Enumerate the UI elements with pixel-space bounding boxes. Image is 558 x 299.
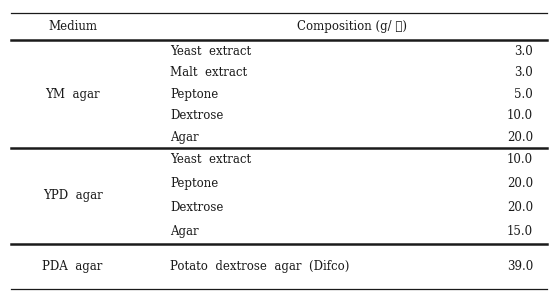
Text: YPD  agar: YPD agar [42, 189, 103, 202]
Text: Yeast  extract: Yeast extract [170, 153, 251, 167]
Text: Agar: Agar [170, 225, 199, 238]
Text: 39.0: 39.0 [507, 260, 533, 273]
Text: 10.0: 10.0 [507, 153, 533, 167]
Text: Medium: Medium [48, 20, 97, 33]
Text: YM  agar: YM agar [45, 88, 100, 101]
Text: 20.0: 20.0 [507, 201, 533, 214]
Text: 3.0: 3.0 [514, 45, 533, 58]
Text: Potato  dextrose  agar  (Difco): Potato dextrose agar (Difco) [170, 260, 349, 273]
Text: PDA  agar: PDA agar [42, 260, 103, 273]
Text: 10.0: 10.0 [507, 109, 533, 122]
Text: Yeast  extract: Yeast extract [170, 45, 251, 58]
Text: Dextrose: Dextrose [170, 109, 224, 122]
Text: 3.0: 3.0 [514, 66, 533, 79]
Text: 20.0: 20.0 [507, 131, 533, 144]
Text: 5.0: 5.0 [514, 88, 533, 101]
Text: Agar: Agar [170, 131, 199, 144]
Text: Composition (g/ ℓ): Composition (g/ ℓ) [296, 20, 407, 33]
Text: 15.0: 15.0 [507, 225, 533, 238]
Text: Peptone: Peptone [170, 177, 218, 190]
Text: Malt  extract: Malt extract [170, 66, 247, 79]
Text: 20.0: 20.0 [507, 177, 533, 190]
Text: Peptone: Peptone [170, 88, 218, 101]
Text: Dextrose: Dextrose [170, 201, 224, 214]
